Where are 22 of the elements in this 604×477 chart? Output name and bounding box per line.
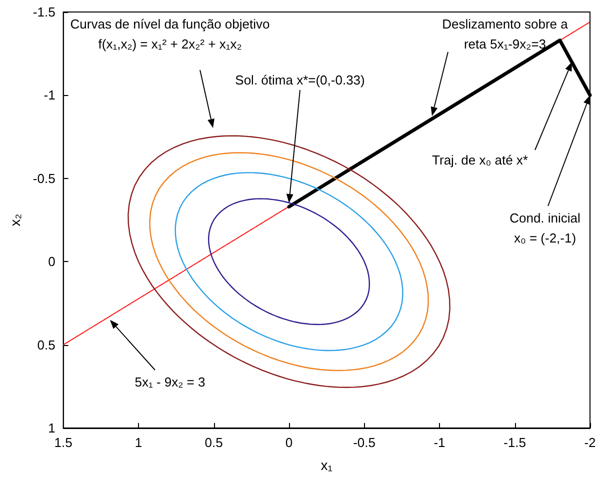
- annotation: Sol. ótima x*=(0,-0.33): [235, 72, 365, 88]
- x-tick-label: 1: [134, 435, 142, 450]
- annotation: Traj. de x₀ até x*: [432, 152, 528, 168]
- x-tick-label: -0.5: [353, 435, 376, 450]
- x-tick-label: -1.5: [504, 435, 526, 450]
- y-tick-label: 1: [48, 420, 56, 436]
- x-tick-label: 1.5: [54, 435, 72, 450]
- x-tick-label: -1: [434, 435, 446, 450]
- x-tick-label: 0: [285, 435, 293, 450]
- y-axis-title: x₂: [7, 214, 23, 226]
- annotation: Curvas de nível da função objetivo f(x₁,x₂) = x₁² + 2x₂² + x₁x₂: [70, 16, 270, 52]
- annotation: Cond. inicial x₀ = (-2,-1): [510, 210, 581, 246]
- y-tick-label: -1: [44, 88, 56, 103]
- x-tick-label: -2: [584, 435, 596, 450]
- x-tick-label: 0.5: [204, 435, 223, 450]
- y-tick-label: 0: [48, 254, 56, 270]
- annotation: Deslizamento sobre a reta 5x₁-9x₂=3: [442, 16, 569, 52]
- y-tick-label: -1.5: [32, 4, 56, 20]
- annotation: 5x₁ - 9x₂ = 3: [134, 374, 206, 390]
- x-axis-title: x₁: [320, 457, 333, 473]
- y-tick-label: -0.5: [32, 170, 56, 186]
- y-tick-label: 0.5: [37, 337, 56, 352]
